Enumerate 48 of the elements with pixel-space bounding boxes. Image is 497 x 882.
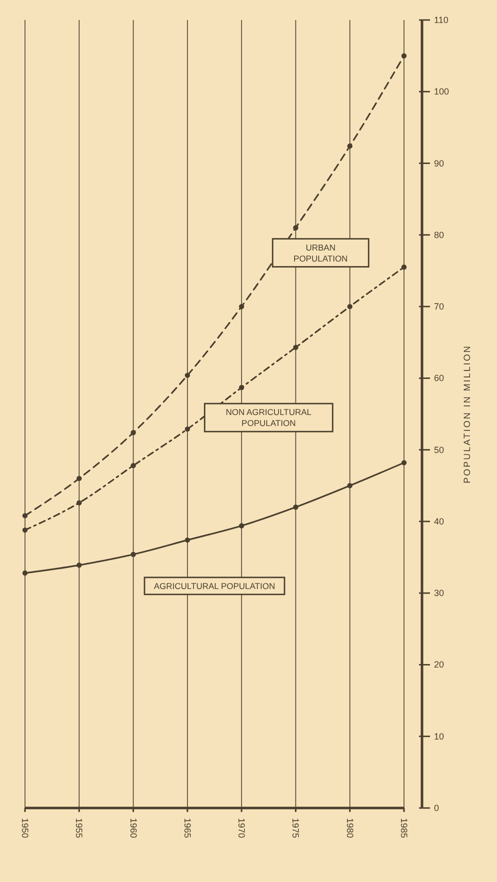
x-tick-label: 1980 (344, 818, 355, 838)
x-tick-label: 1955 (74, 818, 84, 838)
y-tick-label: 90 (434, 158, 444, 168)
point (347, 304, 352, 310)
point (293, 344, 298, 350)
x-tick-label: 1965 (182, 818, 192, 838)
point (401, 460, 407, 466)
point (22, 513, 28, 518)
series-label: NON AGRICULTURAL POPULATION (226, 407, 312, 428)
x-tick-label: 1975 (290, 818, 301, 838)
y-tick-label: 80 (434, 230, 444, 240)
x-tick-label: 1950 (20, 818, 30, 838)
y-axis-title: POPULATION IN MILLION (462, 344, 472, 484)
point (184, 372, 190, 378)
point (130, 430, 136, 436)
point (22, 527, 28, 533)
y-tick-label: 50 (434, 444, 444, 455)
point (401, 264, 407, 270)
y-tick-label: 0 (434, 803, 440, 813)
point (184, 426, 190, 432)
point (76, 562, 82, 568)
text: AGRICULTURAL POPULATION (154, 580, 276, 591)
point (238, 523, 244, 528)
point (347, 483, 352, 488)
y-tick-label: 30 (434, 588, 444, 598)
y-tick-label: 60 (434, 373, 444, 384)
y-tick-label: 110 (434, 15, 448, 25)
point (293, 225, 298, 230)
point (347, 143, 352, 149)
point (130, 462, 136, 468)
point (184, 537, 190, 543)
y-tick-label: 20 (434, 660, 444, 670)
point (238, 384, 244, 390)
x-tick-label: 1985 (399, 818, 409, 838)
point (76, 476, 82, 482)
y-tick-label: 70 (434, 302, 444, 312)
x-tick-label: 1970 (236, 818, 247, 838)
x-tick-label: 1960 (128, 818, 138, 838)
point (22, 570, 28, 576)
y-tick-label: 10 (434, 731, 444, 742)
point (238, 304, 244, 310)
y-tick-label: 100 (434, 86, 450, 97)
point (293, 504, 298, 510)
point (130, 552, 136, 558)
y-tick-label: 40 (434, 516, 444, 526)
point (401, 53, 407, 58)
point (76, 500, 82, 506)
series-label: URBAN POPULATION (294, 242, 348, 264)
